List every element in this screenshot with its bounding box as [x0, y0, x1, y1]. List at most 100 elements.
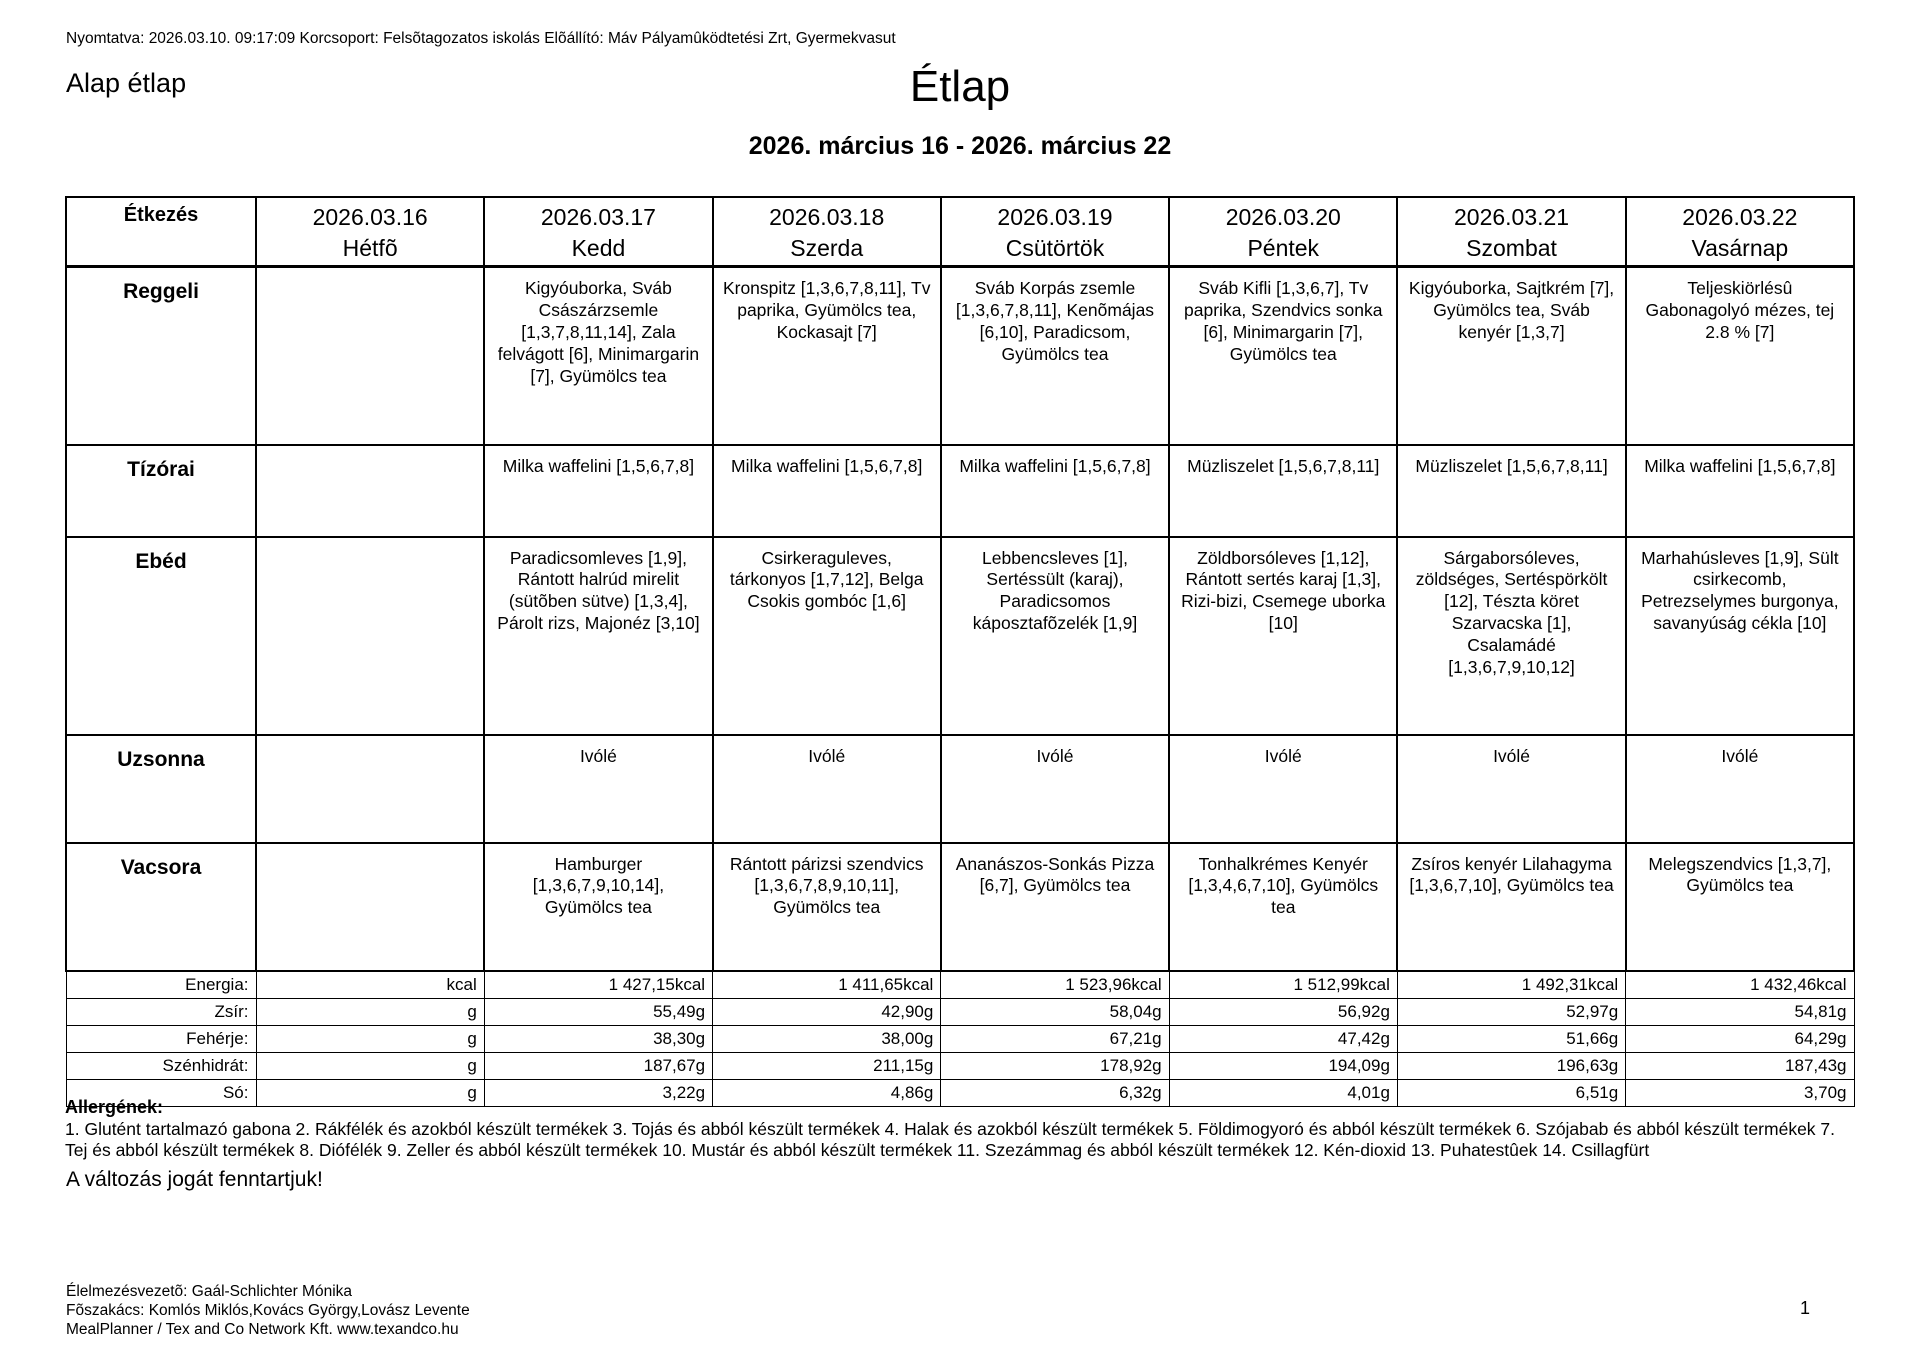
nutrition-unit: kcal	[255, 970, 485, 999]
nutrition-value: 187,43g	[1625, 1051, 1855, 1080]
day-date: 2026.03.18	[769, 204, 885, 230]
menu-cell: Teljeskiörlésû Gabonagolyó mézes, tej 2.…	[1624, 265, 1856, 446]
nutrition-unit: g	[255, 1051, 485, 1080]
menu-cell: Paradicsomleves [1,9], Rántott halrúd mi…	[483, 535, 714, 736]
document-footer: Élelmezésvezetõ: Gaál-Schlichter Mónika …	[66, 1283, 470, 1340]
column-header-saturday: 2026.03.21 Szombat	[1396, 196, 1627, 269]
nutrition-value: 47,42g	[1168, 1024, 1398, 1053]
nutrition-value: 67,21g	[940, 1024, 1170, 1053]
day-name: Vasárnap	[1691, 235, 1789, 262]
row-label-tizorai: Tízórai	[65, 443, 257, 538]
column-header-monday: 2026.03.16 Hétfõ	[254, 196, 486, 269]
footer-line-head-chef: Fõszakács: Komlós Miklós,Kovács György,L…	[66, 1301, 470, 1319]
nutrition-value: 1 512,99kcal	[1168, 970, 1398, 999]
nutrition-label: Só:	[65, 1078, 257, 1107]
menu-cell: Ananászos-Sonkás Pizza [6,7], Gyümölcs t…	[939, 841, 1171, 972]
menu-cell: Kigyóuborka, Sajtkrém [7], Gyümölcs tea,…	[1396, 265, 1627, 446]
menu-cell: Milka waffelini [1,5,6,7,8]	[711, 443, 942, 538]
day-date: 2026.03.16	[312, 204, 428, 230]
table-row-fat: Zsír: g 55,49g 42,90g 58,04g 56,92g 52,9…	[65, 997, 1855, 1026]
nutrition-value: 211,15g	[712, 1051, 942, 1080]
column-header-thursday: 2026.03.19 Csütörtök	[939, 196, 1171, 269]
nutrition-label: Zsír:	[65, 997, 257, 1026]
menu-cell: Ivólé	[939, 733, 1171, 844]
table-row-protein: Fehérje: g 38,30g 38,00g 67,21g 47,42g 5…	[65, 1024, 1855, 1053]
nutrition-value: 187,67g	[483, 1051, 714, 1080]
nutrition-unit: g	[255, 1024, 485, 1053]
allergens-text: 1. Glutént tartalmazó gabona 2. Rákfélék…	[65, 1118, 1836, 1161]
column-header-etkezes: Étkezés	[65, 196, 257, 269]
nutrition-value: 56,92g	[1168, 997, 1398, 1026]
nutrition-value: 38,00g	[712, 1024, 942, 1053]
nutrition-value: 6,51g	[1396, 1078, 1627, 1107]
menu-cell	[254, 443, 486, 538]
menu-cell: Rántott párizsi szendvics [1,3,6,7,8,9,1…	[711, 841, 942, 972]
nutrition-value: 6,32g	[940, 1078, 1170, 1107]
day-name: Szombat	[1466, 235, 1557, 262]
day-date: 2026.03.21	[1453, 204, 1570, 230]
menu-cell: Kronspitz [1,3,6,7,8,11], Tv paprika, Gy…	[711, 265, 942, 446]
nutrition-unit: g	[255, 997, 485, 1026]
nutrition-value: 52,97g	[1396, 997, 1627, 1026]
row-label-vacsora: Vacsora	[65, 841, 257, 972]
menu-cell: Sárgaborsóleves, zöldséges, Sertéspörköl…	[1396, 535, 1627, 736]
menu-cell: Ivólé	[1624, 733, 1856, 844]
nutrition-value: 58,04g	[940, 997, 1170, 1026]
day-date: 2026.03.20	[1225, 204, 1341, 230]
nutrition-label: Energia:	[65, 970, 257, 999]
menu-cell	[254, 535, 486, 736]
table-row-carbohydrate: Szénhidrát: g 187,67g 211,15g 178,92g 19…	[65, 1051, 1855, 1080]
page-title: Étlap	[909, 62, 1011, 111]
nutrition-value: 64,29g	[1625, 1024, 1855, 1053]
day-name: Kedd	[571, 235, 626, 262]
row-label-ebed: Ebéd	[65, 535, 257, 736]
nutrition-label: Szénhidrát:	[65, 1051, 257, 1080]
nutrition-value: 1 427,15kcal	[483, 970, 714, 999]
row-label-uzsonna: Uzsonna	[65, 733, 257, 844]
footer-line-catering-manager: Élelmezésvezetõ: Gaál-Schlichter Mónika	[66, 1283, 353, 1300]
day-date: 2026.03.22	[1682, 204, 1798, 230]
day-name: Szerda	[790, 235, 864, 262]
nutrition-value: 178,92g	[940, 1051, 1170, 1080]
column-header-wednesday: 2026.03.18 Szerda	[711, 196, 942, 269]
table-row-afternoon-snack: Uzsonna Ivólé Ivólé Ivólé Ivólé Ivólé Iv…	[65, 733, 1856, 844]
menu-cell: Zöldborsóleves [1,12], Rántott sertés ka…	[1168, 535, 1399, 736]
allergens-section: Allergének: 1. Glutént tartalmazó gabona…	[65, 1096, 1855, 1162]
column-header-friday: 2026.03.20 Péntek	[1168, 196, 1399, 269]
menu-cell: Hamburger [1,3,6,7,9,10,14], Gyümölcs te…	[483, 841, 714, 972]
menu-cell: Sváb Korpás zsemle [1,3,6,7,8,11], Kenõm…	[939, 265, 1171, 446]
menu-cell: Tonhalkrémes Kenyér [1,3,4,6,7,10], Gyüm…	[1168, 841, 1399, 972]
nutrition-value: 55,49g	[483, 997, 714, 1026]
nutrition-value: 196,63g	[1396, 1051, 1627, 1080]
menu-cell: Lebbencsleves [1], Sertéssült (karaj), P…	[939, 535, 1171, 736]
menu-cell	[254, 733, 486, 844]
menu-cell: Ivólé	[1396, 733, 1627, 844]
day-date: 2026.03.17	[540, 204, 656, 230]
nutrition-value: 38,30g	[483, 1024, 714, 1053]
menu-cell: Milka waffelini [1,5,6,7,8]	[1624, 443, 1856, 538]
nutrition-value: 3,70g	[1625, 1078, 1855, 1107]
nutrition-value: 51,66g	[1396, 1024, 1627, 1053]
nutrition-value: 1 432,46kcal	[1625, 970, 1855, 999]
table-row-dinner: Vacsora Hamburger [1,3,6,7,9,10,14], Gyü…	[65, 841, 1856, 972]
menu-cell: Müzliszelet [1,5,6,7,8,11]	[1396, 443, 1627, 538]
menu-cell: Müzliszelet [1,5,6,7,8,11]	[1168, 443, 1399, 538]
day-name: Csütörtök	[1005, 235, 1105, 262]
nutrition-value: 1 492,31kcal	[1396, 970, 1627, 999]
table-row-breakfast: Reggeli Kigyóuborka, Sváb Császárzsemle …	[65, 265, 1856, 446]
menu-cell: Milka waffelini [1,5,6,7,8]	[939, 443, 1171, 538]
nutrition-unit: g	[255, 1078, 485, 1107]
date-range: 2026. március 16 - 2026. március 22	[748, 132, 1172, 160]
nutrition-value: 194,09g	[1168, 1051, 1398, 1080]
menu-cell: Marhahúsleves [1,9], Sült csirkecomb, Pe…	[1624, 535, 1856, 736]
menu-cell: Milka waffelini [1,5,6,7,8]	[483, 443, 714, 538]
nutrition-value: 42,90g	[712, 997, 942, 1026]
nutrition-value: 54,81g	[1625, 997, 1855, 1026]
column-header-sunday: 2026.03.22 Vasárnap	[1624, 196, 1856, 269]
allergens-heading: Allergének:	[65, 1097, 164, 1117]
menu-table: Étkezés 2026.03.16 Hétfõ 2026.03.17 Kedd 2…	[65, 196, 1856, 1107]
day-name: Hétfõ	[342, 235, 398, 262]
printed-meta-line: Nyomtatva: 2026.03.10. 09:17:09 Korcsopo…	[66, 30, 896, 47]
nutrition-value: 3,22g	[483, 1078, 714, 1107]
page-number: 1	[1799, 1298, 1810, 1318]
